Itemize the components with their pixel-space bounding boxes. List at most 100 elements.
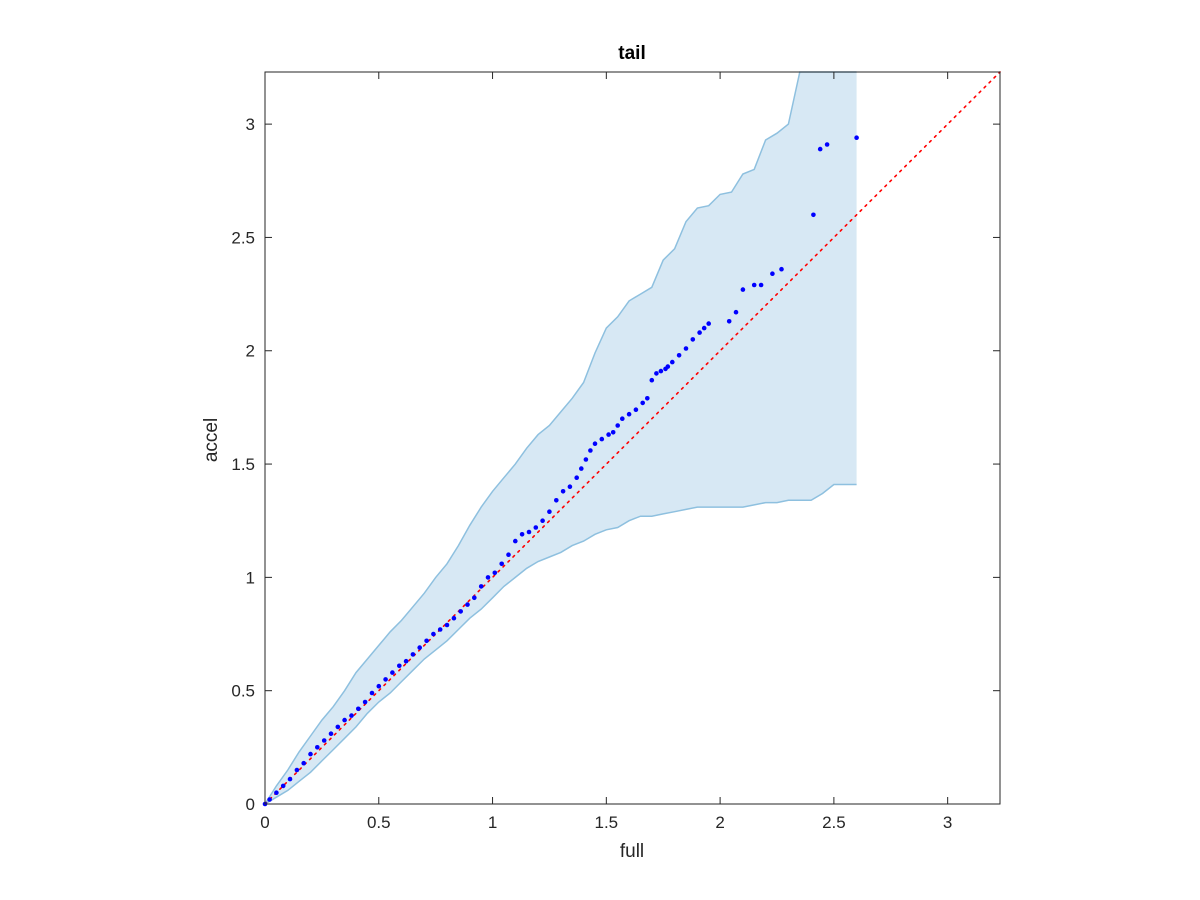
data-point	[342, 717, 347, 723]
x-tick-label: 1	[488, 813, 497, 832]
reference-line	[264, 71, 1001, 805]
data-point	[706, 321, 711, 326]
data-point	[274, 790, 279, 795]
data-point	[574, 475, 579, 481]
confidence-band-fill	[265, 72, 857, 804]
data-point	[740, 287, 746, 292]
y-tick-label: 0.5	[231, 682, 255, 701]
data-point	[437, 627, 443, 632]
axes-box	[264, 71, 1001, 805]
data-point	[633, 407, 639, 413]
data-point	[485, 575, 491, 580]
data-point	[579, 466, 584, 471]
data-point	[811, 212, 816, 218]
data-point	[492, 570, 498, 576]
data-point	[431, 631, 436, 637]
data-point	[294, 767, 300, 773]
data-point	[410, 652, 416, 657]
x-tick-label: 3	[943, 813, 952, 832]
x-tick-label: 2	[715, 813, 724, 832]
data-point	[533, 525, 539, 530]
data-point	[697, 330, 702, 335]
data-point	[308, 751, 313, 757]
data-point	[583, 457, 589, 462]
data-point	[458, 609, 464, 614]
data-point	[701, 325, 707, 331]
data-point	[506, 552, 511, 557]
data-point	[690, 337, 696, 342]
data-point	[640, 400, 645, 406]
data-point	[321, 738, 327, 743]
data-point	[540, 518, 545, 523]
y-axis-label: accel	[201, 418, 222, 462]
data-point	[654, 371, 659, 376]
y-tick-label: 2.5	[231, 228, 255, 247]
data-point	[513, 538, 518, 544]
data-point	[383, 677, 388, 682]
data-point	[287, 776, 293, 782]
x-tick-label: 0	[260, 813, 269, 832]
data-point	[610, 430, 616, 435]
data-point	[390, 670, 395, 675]
data-point	[588, 448, 593, 453]
data-point	[526, 529, 532, 535]
data-point	[465, 602, 470, 607]
data-point	[770, 271, 775, 277]
data-point	[403, 658, 409, 664]
plot-area	[262, 71, 1001, 807]
data-point	[567, 484, 573, 490]
data-point	[349, 713, 354, 718]
data-point	[356, 706, 361, 712]
data-point	[606, 432, 611, 437]
axis-ticks: 0 0.5 1 1.5 2 2.5 3 0 0.5 1 1.5 2 2.5 3	[231, 72, 1000, 832]
y-tick-label: 1.5	[231, 455, 255, 474]
x-tick-label: 2.5	[822, 813, 846, 832]
data-point	[335, 724, 341, 730]
data-point	[779, 266, 784, 272]
data-point	[599, 436, 605, 442]
data-point	[620, 416, 625, 422]
data-point	[362, 699, 368, 705]
data-point	[499, 561, 505, 567]
band-lower-edge	[264, 483, 857, 805]
data-point	[280, 783, 286, 789]
data-point	[301, 760, 307, 766]
data-point	[451, 615, 457, 621]
data-point	[665, 364, 671, 369]
x-tick-label: 0.5	[367, 813, 391, 832]
band-upper-edge	[264, 71, 857, 805]
data-point	[758, 282, 764, 288]
data-point	[683, 346, 689, 351]
data-point	[369, 690, 375, 696]
y-tick-label: 0	[246, 795, 255, 814]
data-point	[424, 638, 429, 644]
data-point	[615, 423, 620, 428]
y-tick-label: 1	[246, 568, 255, 587]
y-tick-label: 2	[246, 342, 255, 361]
data-point	[645, 396, 650, 401]
data-point	[560, 489, 566, 494]
data-point	[519, 532, 525, 537]
data-point	[267, 797, 272, 802]
data-point	[547, 509, 552, 514]
data-point	[626, 411, 632, 417]
data-point	[751, 282, 757, 288]
data-point	[376, 683, 382, 689]
data-point	[726, 319, 732, 324]
data-point	[554, 498, 559, 503]
y-tick-label: 3	[246, 115, 255, 134]
chart-title: tail	[618, 43, 645, 64]
data-point	[315, 745, 320, 750]
data-point	[397, 663, 402, 669]
x-axis-label: full	[620, 841, 644, 862]
data-point	[472, 595, 477, 601]
data-point	[854, 135, 859, 140]
data-point	[444, 622, 450, 628]
data-point	[670, 359, 675, 365]
data-point	[733, 309, 739, 315]
data-point	[649, 377, 655, 383]
data-point	[417, 645, 423, 650]
data-point	[592, 441, 598, 447]
data-point	[676, 353, 682, 358]
